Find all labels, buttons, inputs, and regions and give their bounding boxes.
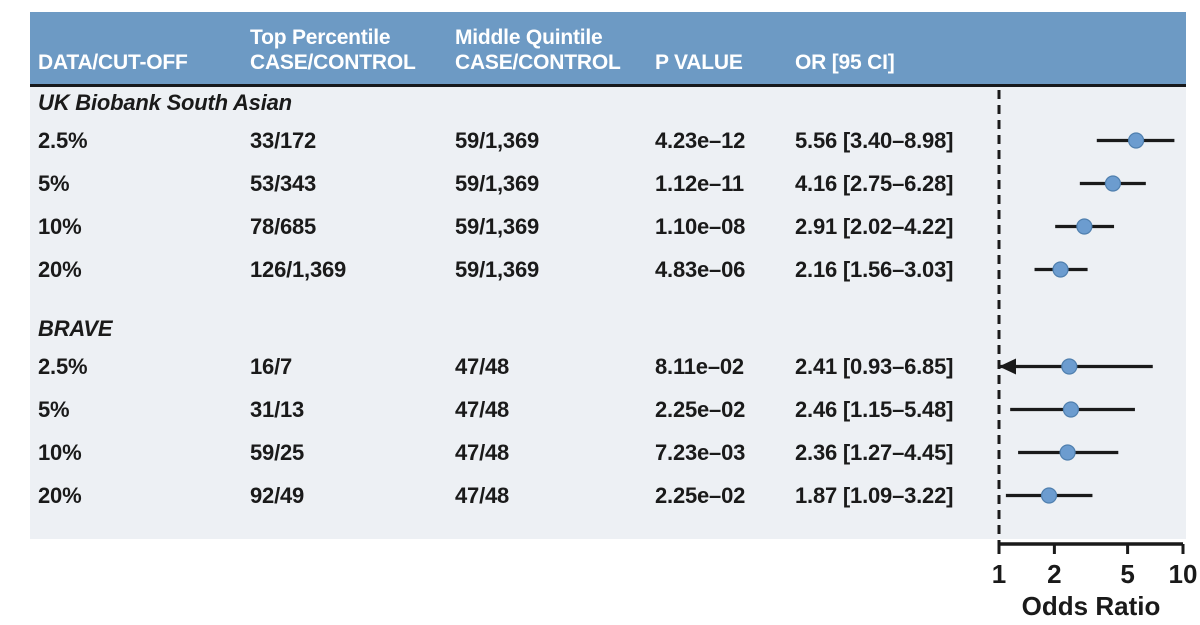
header-middle-quintile: Middle Quintile CASE/CONTROL bbox=[455, 25, 655, 75]
cell-p-value: 1.12e–11 bbox=[655, 170, 744, 196]
cell-p-value: 2.25e–02 bbox=[655, 396, 746, 422]
cell-middle-quintile: 59/1,369 bbox=[455, 127, 540, 153]
cell-or-ci: 2.16 [1.56–3.03] bbox=[795, 256, 954, 282]
cell-top-percentile: 92/49 bbox=[250, 482, 305, 508]
cell-cutoff: 5% bbox=[38, 170, 70, 196]
header-line: CASE/CONTROL bbox=[455, 50, 621, 74]
cell-middle-quintile: 59/1,369 bbox=[455, 170, 540, 196]
header-top-percentile: Top Percentile CASE/CONTROL bbox=[250, 25, 455, 75]
header-data-cutoff: DATA/CUT-OFF bbox=[38, 50, 250, 75]
cell-cutoff: 20% bbox=[38, 482, 82, 508]
cell-p-value: 4.83e–06 bbox=[655, 256, 746, 282]
x-axis-tick-label: 2 bbox=[1047, 559, 1061, 589]
group-label-uk-biobank: UK Biobank South Asian bbox=[38, 90, 292, 115]
cell-middle-quintile: 47/48 bbox=[455, 439, 510, 465]
group-spacer bbox=[30, 291, 1186, 313]
group-label-brave: BRAVE bbox=[38, 316, 113, 341]
x-axis-tick-label: 5 bbox=[1120, 559, 1134, 589]
cell-cutoff: 2.5% bbox=[38, 127, 88, 153]
table-row: 2.5% 16/7 47/48 8.11e–02 2.41 [0.93–6.85… bbox=[30, 345, 1186, 388]
cell-p-value: 2.25e–02 bbox=[655, 482, 746, 508]
x-axis-title: Odds Ratio bbox=[1022, 591, 1161, 621]
header-line: Middle Quintile bbox=[455, 25, 603, 49]
x-axis-tick-label: 10 bbox=[1169, 559, 1198, 589]
cell-middle-quintile: 59/1,369 bbox=[455, 213, 540, 239]
table-row: 10% 78/685 59/1,369 1.10e–08 2.91 [2.02–… bbox=[30, 205, 1186, 248]
table-body: UK Biobank South Asian 2.5% 33/172 59/1,… bbox=[30, 87, 1186, 539]
cell-middle-quintile: 47/48 bbox=[455, 482, 510, 508]
cell-top-percentile: 59/25 bbox=[250, 439, 305, 465]
cell-or-ci: 5.56 [3.40–8.98] bbox=[795, 127, 954, 153]
header-line: DATA/CUT-OFF bbox=[38, 50, 188, 74]
cell-top-percentile: 78/685 bbox=[250, 213, 317, 239]
cell-middle-quintile: 47/48 bbox=[455, 353, 510, 379]
cell-or-ci: 1.87 [1.09–3.22] bbox=[795, 482, 954, 508]
cell-p-value: 1.10e–08 bbox=[655, 213, 746, 239]
header-line: OR [95 CI] bbox=[795, 50, 895, 74]
cell-cutoff: 20% bbox=[38, 256, 82, 282]
cell-top-percentile: 16/7 bbox=[250, 353, 293, 379]
table-row: 2.5% 33/172 59/1,369 4.23e–12 5.56 [3.40… bbox=[30, 119, 1186, 162]
header-line: CASE/CONTROL bbox=[250, 50, 416, 74]
cell-middle-quintile: 59/1,369 bbox=[455, 256, 540, 282]
cell-cutoff: 10% bbox=[38, 213, 82, 239]
cell-or-ci: 2.46 [1.15–5.48] bbox=[795, 396, 954, 422]
cell-or-ci: 4.16 [2.75–6.28] bbox=[795, 170, 954, 196]
table-row: 10% 59/25 47/48 7.23e–03 2.36 [1.27–4.45… bbox=[30, 431, 1186, 474]
cell-top-percentile: 126/1,369 bbox=[250, 256, 347, 282]
table-header: DATA/CUT-OFF Top Percentile CASE/CONTROL… bbox=[30, 12, 1186, 87]
table-row: 20% 92/49 47/48 2.25e–02 1.87 [1.09–3.22… bbox=[30, 474, 1186, 517]
table-row: 5% 31/13 47/48 2.25e–02 2.46 [1.15–5.48] bbox=[30, 388, 1186, 431]
cell-cutoff: 2.5% bbox=[38, 353, 88, 379]
cell-or-ci: 2.91 [2.02–4.22] bbox=[795, 213, 954, 239]
cell-p-value: 4.23e–12 bbox=[655, 127, 746, 153]
cell-top-percentile: 33/172 bbox=[250, 127, 317, 153]
cell-p-value: 8.11e–02 bbox=[655, 353, 744, 379]
header-p-value: P VALUE bbox=[655, 50, 795, 75]
table-row: 5% 53/343 59/1,369 1.12e–11 4.16 [2.75–6… bbox=[30, 162, 1186, 205]
x-axis-tick-label: 1 bbox=[992, 559, 1006, 589]
cell-or-ci: 2.41 [0.93–6.85] bbox=[795, 353, 954, 379]
cell-top-percentile: 53/343 bbox=[250, 170, 317, 196]
cell-cutoff: 5% bbox=[38, 396, 70, 422]
cell-or-ci: 2.36 [1.27–4.45] bbox=[795, 439, 954, 465]
header-or-ci: OR [95 CI] bbox=[795, 50, 1186, 75]
header-line: P VALUE bbox=[655, 50, 743, 74]
cell-top-percentile: 31/13 bbox=[250, 396, 305, 422]
cell-middle-quintile: 47/48 bbox=[455, 396, 510, 422]
header-line: Top Percentile bbox=[250, 25, 391, 49]
results-table: DATA/CUT-OFF Top Percentile CASE/CONTROL… bbox=[30, 12, 1186, 539]
cell-p-value: 7.23e–03 bbox=[655, 439, 746, 465]
table-row: 20% 126/1,369 59/1,369 4.83e–06 2.16 [1.… bbox=[30, 248, 1186, 291]
cell-cutoff: 10% bbox=[38, 439, 82, 465]
